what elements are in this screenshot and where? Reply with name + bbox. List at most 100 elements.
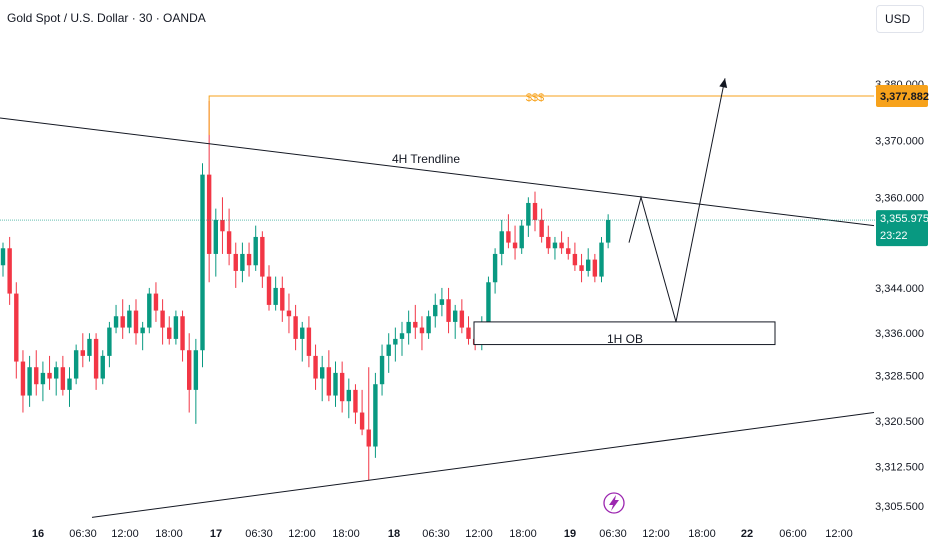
candle[interactable] [552,236,558,260]
currency-button[interactable]: USD [876,5,924,33]
candle[interactable] [20,350,26,413]
candle[interactable] [107,321,112,368]
candle[interactable] [260,231,265,288]
candle[interactable] [167,316,172,345]
projection-path[interactable] [628,78,726,323]
candle[interactable] [7,236,12,305]
candle[interactable] [399,321,405,356]
candle[interactable] [133,299,139,345]
candle[interactable] [173,310,179,345]
candle[interactable] [0,242,6,277]
candle[interactable] [546,225,551,254]
candle[interactable] [246,242,252,277]
candle[interactable] [579,253,584,283]
time-axis[interactable]: 16 06:30 12:00 18:00 17 06:30 12:00 18:00 18 06:3… [32,528,853,540]
candle[interactable] [393,327,398,362]
candle[interactable] [240,242,245,283]
upper-trendline[interactable] [0,117,875,227]
candle[interactable] [499,219,504,266]
candle[interactable] [426,310,431,339]
candle[interactable] [379,344,385,396]
candle[interactable] [220,197,225,254]
price-axis[interactable]: 3,380.0003,370.0003,360.0003,344.0003,33… [875,79,924,513]
candle[interactable] [73,344,79,385]
candle[interactable] [306,316,312,368]
candle[interactable] [140,321,145,351]
candle[interactable] [366,367,371,481]
candle[interactable] [233,242,238,288]
candle[interactable] [286,293,292,334]
candle[interactable] [27,355,32,407]
liquidity-level-line[interactable] [208,95,874,135]
lightning-icon[interactable] [603,492,625,514]
candle[interactable] [60,355,66,396]
candle[interactable] [100,350,105,385]
candle[interactable] [446,287,451,334]
candle[interactable] [213,208,218,277]
candle[interactable] [87,333,92,362]
candle[interactable] [320,355,325,402]
candle[interactable] [80,333,85,368]
candle[interactable] [359,389,365,436]
candle[interactable] [466,316,471,345]
candle[interactable] [193,338,199,424]
candle[interactable] [492,248,498,294]
candle[interactable] [353,384,358,424]
candle[interactable] [539,208,544,243]
candle[interactable] [127,304,132,334]
candle[interactable] [153,282,159,322]
candle[interactable] [40,361,46,402]
candle[interactable] [339,361,345,413]
candle[interactable] [226,208,232,266]
candle[interactable] [187,333,192,413]
candle[interactable] [160,299,165,345]
candle[interactable] [592,253,598,283]
candle[interactable] [566,236,571,260]
candle[interactable] [14,282,19,379]
candle[interactable] [526,197,531,237]
candle[interactable] [532,191,538,232]
candle[interactable] [300,321,305,362]
candle[interactable] [253,225,258,271]
candle[interactable] [373,372,378,458]
candle[interactable] [180,310,185,362]
candle[interactable] [512,225,518,260]
candle[interactable] [439,287,445,317]
candle[interactable] [433,293,438,328]
candle[interactable] [200,163,205,368]
candle[interactable] [273,276,278,311]
candle-body [466,327,471,339]
candle[interactable] [34,350,39,396]
candle[interactable] [453,304,458,339]
candle[interactable] [386,333,391,373]
candle[interactable] [406,310,411,345]
candle[interactable] [519,219,524,254]
candle[interactable] [413,304,418,339]
candle[interactable] [280,276,285,322]
candle[interactable] [120,299,125,339]
candle[interactable] [572,242,578,271]
candle[interactable] [147,287,152,334]
candle[interactable] [313,344,318,390]
candle[interactable] [333,361,338,407]
candle[interactable] [326,350,332,402]
candle[interactable] [113,304,119,334]
candle[interactable] [599,236,604,283]
candle[interactable] [605,214,611,249]
candle[interactable] [54,361,59,396]
candle[interactable] [266,265,272,311]
candle[interactable] [67,367,72,407]
candle[interactable] [293,304,298,351]
lower-trendline[interactable] [91,412,875,518]
candle[interactable] [346,378,351,419]
candle[interactable] [486,276,491,328]
candle[interactable] [559,231,564,254]
candle[interactable] [459,299,465,334]
candle[interactable] [47,355,52,390]
candle[interactable] [586,248,591,277]
candle[interactable] [93,333,99,390]
candle[interactable] [506,214,511,249]
order-block-box[interactable] [473,321,776,346]
candle[interactable] [419,316,425,351]
